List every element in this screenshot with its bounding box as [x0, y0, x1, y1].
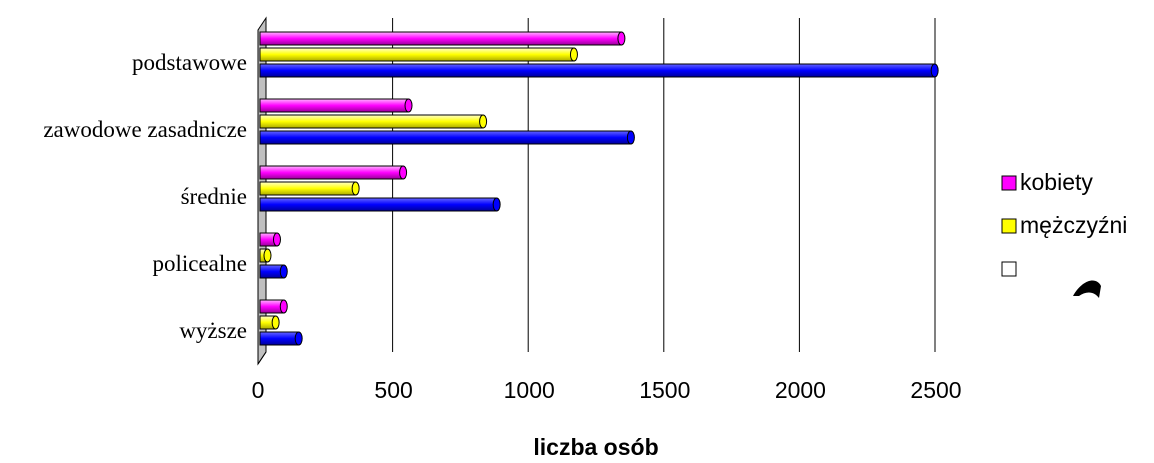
bar-mężczyźni-zawodowe zasadnicze [259, 114, 488, 129]
bar-mężczyźni-podstawowe [259, 47, 578, 62]
legend: kobiety mężczyźni [1001, 169, 1127, 277]
category-label-3: średnie [181, 184, 247, 209]
category-labels: podstawowe zawodowe zasadnicze średnie poli… [43, 50, 247, 343]
bar-series-3-średnie [259, 197, 501, 212]
bar-kobiety-średnie [259, 165, 408, 180]
bar-kobiety-zawodowe zasadnicze [259, 98, 413, 113]
bar-kobiety-podstawowe [259, 31, 626, 46]
bars [259, 31, 939, 346]
bar-kobiety-wyższe [259, 299, 288, 314]
x-axis-title: liczba osób [533, 434, 658, 460]
bar-mężczyźni-policealne [259, 248, 272, 263]
legend-label-2: mężczyźni [1020, 212, 1127, 238]
bar-series-3-podstawowe [259, 63, 939, 78]
tick-labels: 0 500 1000 1500 2000 2500 [252, 377, 962, 403]
category-label-5: wyższe [179, 318, 247, 343]
category-label-2: zawodowe zasadnicze [43, 117, 247, 142]
bar-series-3-wyższe [259, 331, 303, 346]
category-label-1: podstawowe [132, 50, 247, 75]
x-tick-label-2500: 2500 [910, 377, 961, 403]
legend-label-1: kobiety [1020, 169, 1093, 195]
x-tick-label-1000: 1000 [504, 377, 555, 403]
category-label-4: policealne [152, 251, 247, 276]
x-tick-label-0: 0 [252, 377, 265, 403]
legend-swatch-1 [1001, 175, 1017, 191]
legend-swatch-2 [1001, 218, 1017, 234]
x-tick-label-500: 500 [374, 377, 412, 403]
bar-series-3-zawodowe zasadnicze [259, 130, 635, 145]
bar-series-3-policealne [259, 264, 288, 279]
x-tick-label-2000: 2000 [775, 377, 826, 403]
decorative-mark [1073, 280, 1101, 298]
bar-mężczyźni-średnie [259, 181, 360, 196]
x-axis-line [257, 351, 267, 365]
bar-kobiety-policealne [259, 232, 281, 247]
legend-swatch-3 [1001, 261, 1017, 277]
bar-mężczyźni-wyższe [259, 315, 280, 330]
x-tick-label-1500: 1500 [639, 377, 690, 403]
